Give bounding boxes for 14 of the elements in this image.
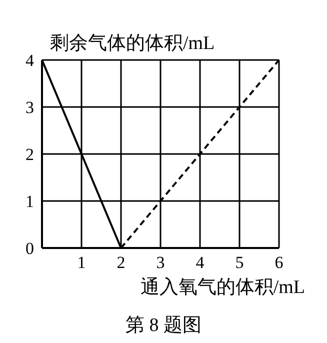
x-tick-label: 2 [116, 253, 126, 272]
x-axis-title: 通入氧气的体积/mL [139, 276, 306, 300]
x-tick-label: 4 [196, 253, 205, 272]
y-tick-label: 0 [26, 239, 34, 258]
y-tick-label: 3 [26, 98, 34, 118]
y-tick-label: 1 [26, 192, 34, 212]
y-tick-label: 2 [26, 145, 34, 164]
y-tick-label: 4 [26, 51, 34, 70]
x-tick-label: 3 [156, 253, 165, 272]
x-tick-label: 5 [235, 253, 244, 272]
x-tick-label: 6 [274, 253, 284, 272]
x-tick-label: 1 [77, 253, 86, 272]
text: 第 8 题图 [124, 314, 202, 338]
y-axis-title: 剩余气体的体积/mL [50, 32, 215, 56]
